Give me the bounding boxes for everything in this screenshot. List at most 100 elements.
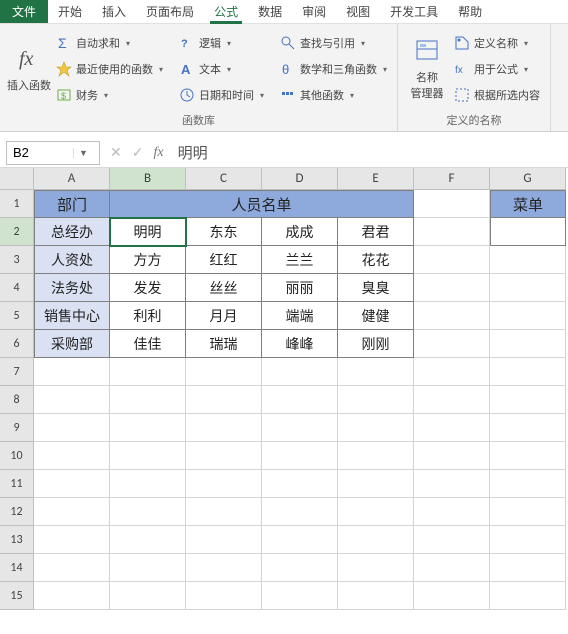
cell[interactable]: 臭臭 <box>338 274 414 302</box>
cell[interactable] <box>338 554 414 582</box>
worksheet-grid[interactable]: ABCDEFG 1部门人员名单菜单2总经办明明东东成成君君3人资处方方红红兰兰花… <box>0 168 568 610</box>
row-header-11[interactable]: 11 <box>0 470 34 498</box>
cell[interactable] <box>338 582 414 610</box>
lookup-button[interactable]: 查找与引用▾ <box>276 32 391 54</box>
cell[interactable] <box>414 246 490 274</box>
cancel-icon[interactable]: ✕ <box>110 144 122 161</box>
tab-4[interactable]: 数据 <box>248 0 292 23</box>
row-header-14[interactable]: 14 <box>0 554 34 582</box>
logical-button[interactable]: ? 逻辑▾ <box>175 32 268 54</box>
cell[interactable]: 兰兰 <box>262 246 338 274</box>
cell[interactable] <box>414 302 490 330</box>
row-header-5[interactable]: 5 <box>0 302 34 330</box>
cell[interactable] <box>34 526 110 554</box>
col-header-G[interactable]: G <box>490 168 566 190</box>
tab-0[interactable]: 开始 <box>48 0 92 23</box>
cell[interactable] <box>338 498 414 526</box>
cell[interactable]: 成成 <box>262 218 338 246</box>
cell[interactable] <box>490 582 566 610</box>
cell[interactable] <box>262 582 338 610</box>
cell[interactable] <box>110 582 186 610</box>
cell[interactable] <box>110 386 186 414</box>
col-header-A[interactable]: A <box>34 168 110 190</box>
cell[interactable] <box>490 246 566 274</box>
text-button[interactable]: A 文本▾ <box>175 58 268 80</box>
cell[interactable] <box>262 442 338 470</box>
accept-icon[interactable]: ✓ <box>132 144 144 161</box>
cell[interactable] <box>490 414 566 442</box>
cell[interactable] <box>110 498 186 526</box>
cell[interactable] <box>490 526 566 554</box>
col-header-F[interactable]: F <box>414 168 490 190</box>
cell[interactable]: 人员名单 <box>110 190 414 218</box>
cell[interactable] <box>110 554 186 582</box>
tab-1[interactable]: 插入 <box>92 0 136 23</box>
tab-5[interactable]: 审阅 <box>292 0 336 23</box>
cell[interactable] <box>186 414 262 442</box>
cell[interactable] <box>414 330 490 358</box>
row-header-10[interactable]: 10 <box>0 442 34 470</box>
name-box-input[interactable] <box>7 145 73 160</box>
cell[interactable] <box>110 358 186 386</box>
recent-functions-button[interactable]: 最近使用的函数▾ <box>52 58 167 80</box>
cell[interactable] <box>110 414 186 442</box>
cell[interactable] <box>110 526 186 554</box>
cell[interactable] <box>490 470 566 498</box>
cell[interactable] <box>110 442 186 470</box>
cell[interactable] <box>414 554 490 582</box>
tab-file[interactable]: 文件 <box>0 0 48 23</box>
cell[interactable] <box>338 414 414 442</box>
cell[interactable]: 峰峰 <box>262 330 338 358</box>
cell[interactable] <box>262 526 338 554</box>
financial-button[interactable]: $ 财务▾ <box>52 84 167 106</box>
cell[interactable] <box>34 554 110 582</box>
cell[interactable] <box>338 442 414 470</box>
cell[interactable]: 花花 <box>338 246 414 274</box>
tab-2[interactable]: 页面布局 <box>136 0 204 23</box>
col-header-E[interactable]: E <box>338 168 414 190</box>
cell[interactable]: 瑞瑞 <box>186 330 262 358</box>
row-header-13[interactable]: 13 <box>0 526 34 554</box>
use-in-formula-button[interactable]: fx 用于公式▾ <box>450 58 544 80</box>
row-header-1[interactable]: 1 <box>0 190 34 218</box>
cell[interactable] <box>186 470 262 498</box>
tab-3[interactable]: 公式 <box>204 0 248 23</box>
cell[interactable] <box>490 274 566 302</box>
cell[interactable] <box>414 218 490 246</box>
math-trig-button[interactable]: θ 数学和三角函数▾ <box>276 58 391 80</box>
cell[interactable] <box>34 386 110 414</box>
row-header-12[interactable]: 12 <box>0 498 34 526</box>
insert-function-button[interactable]: fx 插入函数 <box>6 28 52 110</box>
cell[interactable] <box>338 386 414 414</box>
cell[interactable] <box>262 414 338 442</box>
cell[interactable] <box>414 414 490 442</box>
cell[interactable]: 方方 <box>110 246 186 274</box>
cell[interactable] <box>414 358 490 386</box>
cell[interactable]: 丽丽 <box>262 274 338 302</box>
cell[interactable] <box>34 358 110 386</box>
row-header-4[interactable]: 4 <box>0 274 34 302</box>
cell[interactable]: 佳佳 <box>110 330 186 358</box>
cell[interactable] <box>186 442 262 470</box>
cell[interactable] <box>186 498 262 526</box>
fx-icon[interactable]: fx <box>153 145 163 161</box>
cell[interactable]: 明明 <box>110 218 186 246</box>
cell[interactable] <box>34 470 110 498</box>
more-functions-button[interactable]: 其他函数▾ <box>276 84 391 106</box>
cell[interactable]: 刚刚 <box>338 330 414 358</box>
cell[interactable] <box>490 498 566 526</box>
cell[interactable] <box>414 386 490 414</box>
select-all-corner[interactable] <box>0 168 34 190</box>
tab-7[interactable]: 开发工具 <box>380 0 448 23</box>
cell[interactable]: 丝丝 <box>186 274 262 302</box>
cell[interactable] <box>490 358 566 386</box>
cell[interactable] <box>414 526 490 554</box>
cell[interactable] <box>490 386 566 414</box>
cell[interactable]: 采购部 <box>34 330 110 358</box>
define-name-button[interactable]: 定义名称▾ <box>450 32 544 54</box>
cell[interactable] <box>34 414 110 442</box>
cell[interactable] <box>414 274 490 302</box>
tab-6[interactable]: 视图 <box>336 0 380 23</box>
cell[interactable] <box>186 386 262 414</box>
cell[interactable] <box>414 470 490 498</box>
